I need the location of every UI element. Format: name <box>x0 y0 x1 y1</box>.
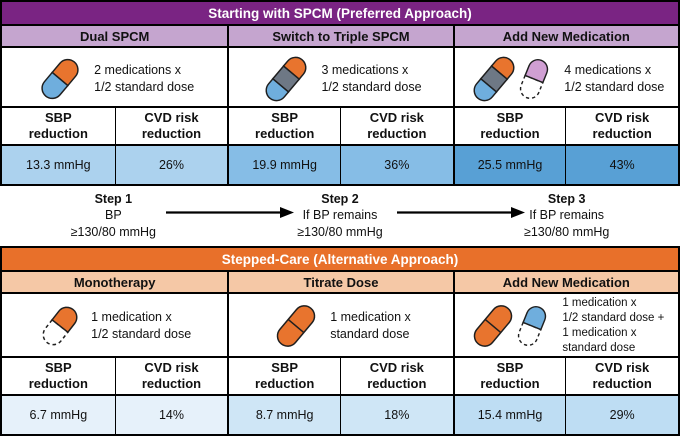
monotherapy-cell: 1 medication x 1/2 standard dose <box>2 294 227 358</box>
steps-band: Step 1 BP ≥130/80 mmHg Step 2 If BP rema… <box>0 186 680 246</box>
column-title-dual-spcm: Dual SPCM <box>79 28 150 44</box>
add-new-medication-top-cell: 4 medications x 1/2 standard dose <box>452 48 678 110</box>
cvd-risk-reduction-header: CVD risk reduction <box>565 108 678 144</box>
dual-cvd-value: 26% <box>114 146 228 184</box>
step-3-body: If BP remains ≥130/80 mmHg <box>523 208 610 239</box>
combo-pill-group <box>468 297 553 355</box>
stepped-care-subheader-row: Monotherapy Titrate Dose Add New Medicat… <box>2 272 678 294</box>
full-dose-pill-icon <box>474 305 513 347</box>
monotherapy-half-pill-icon <box>42 306 78 346</box>
titrate-cvd-value: 18% <box>339 396 453 434</box>
column-title-add-new-medication-bottom: Add New Medication <box>452 272 678 292</box>
step2-to-step3-arrow-icon <box>397 207 525 218</box>
sbp-reduction-header: SBP reduction <box>227 358 340 394</box>
addnew-top-cvd-value: 43% <box>565 146 678 184</box>
sbp-reduction-header: SBP reduction <box>227 108 340 144</box>
addnew-top-sbp-value: 25.5 mmHg <box>452 146 566 184</box>
dual-spcm-dose-text: 2 medications x 1/2 standard dose <box>94 63 195 94</box>
dual-sbp-value: 13.3 mmHg <box>2 146 115 184</box>
step1-to-step2-arrow-icon <box>166 207 294 218</box>
step-1-title: Step 1 <box>94 192 133 206</box>
preferred-values-row: 13.3 mmHg 26% 19.9 mmHg 36% 25.5 mmHg 43… <box>2 146 678 184</box>
monotherapy-dose-text: 1 medication x 1/2 standard dose <box>91 310 192 341</box>
titrate-sbp-value: 8.7 mmHg <box>227 396 340 434</box>
pink-half-dose-pill-icon <box>520 59 549 99</box>
monotherapy-cvd-value: 14% <box>114 396 228 434</box>
step-3-title: Step 3 <box>547 192 586 206</box>
triple-spcm-pill-icon <box>473 56 515 102</box>
addnew-bottom-sbp-value: 15.4 mmHg <box>452 396 566 434</box>
addnew-bottom-cvd-value: 29% <box>565 396 678 434</box>
quad-combo-pill-group <box>468 50 555 108</box>
titrate-dose-text: 1 medication x standard dose <box>330 310 411 341</box>
step-2-body: If BP remains ≥130/80 mmHg <box>297 208 383 239</box>
sbp-reduction-header: SBP reduction <box>452 108 566 144</box>
triple-spcm-cell: 3 medications x 1/2 standard dose <box>227 48 452 110</box>
column-title-monotherapy: Monotherapy <box>73 274 156 290</box>
preferred-metric-header-row: SBP reduction CVD risk reduction SBP red… <box>2 108 678 146</box>
preferred-approach-table: Starting with SPCM (Preferred Approach) … <box>0 0 680 186</box>
preferred-approach-title: Starting with SPCM (Preferred Approach) <box>2 2 678 26</box>
triple-sbp-value: 19.9 mmHg <box>227 146 340 184</box>
sbp-reduction-header: SBP reduction <box>452 358 566 394</box>
stepped-care-metric-header-row: SBP reduction CVD risk reduction SBP red… <box>2 358 678 396</box>
column-title-switch-triple-spcm: Switch to Triple SPCM <box>227 26 452 46</box>
cvd-risk-reduction-header: CVD risk reduction <box>114 108 228 144</box>
triple-spcm-pill-icon <box>265 56 307 102</box>
add-new-med-bottom-dose-text: 1 medication x 1/2 standard dose + 1 med… <box>562 297 665 354</box>
preferred-subheader-row: Dual SPCM Switch to Triple SPCM Add New … <box>2 26 678 48</box>
add-new-med-top-dose-text: 4 medications x 1/2 standard dose <box>564 63 665 94</box>
stepped-care-pill-row: 1 medication x 1/2 standard dose 1 medic… <box>2 294 678 358</box>
cvd-risk-reduction-header: CVD risk reduction <box>565 358 678 394</box>
step-1-body: BP ≥130/80 mmHg <box>70 208 157 239</box>
column-title-titrate-dose: Titrate Dose <box>227 272 452 292</box>
cvd-risk-reduction-header: CVD risk reduction <box>114 358 228 394</box>
triple-spcm-dose-text: 3 medications x 1/2 standard dose <box>321 63 422 94</box>
add-new-medication-bottom-cell: 1 medication x 1/2 standard dose + 1 med… <box>452 294 678 358</box>
preferred-pill-row: 2 medications x 1/2 standard dose 3 medi… <box>2 48 678 110</box>
step-2-title: Step 2 <box>321 192 359 206</box>
stepped-care-table: Stepped-Care (Alternative Approach) Mono… <box>0 246 680 436</box>
cvd-risk-reduction-header: CVD risk reduction <box>339 358 453 394</box>
stepped-care-title: Stepped-Care (Alternative Approach) <box>2 248 678 272</box>
dual-spcm-cell: 2 medications x 1/2 standard dose <box>2 48 227 110</box>
stepped-care-values-row: 6.7 mmHg 14% 8.7 mmHg 18% 15.4 mmHg 29% <box>2 396 678 434</box>
step-2: Step 2 If BP remains ≥130/80 mmHg <box>227 186 454 246</box>
sbp-reduction-header: SBP reduction <box>28 360 88 391</box>
titrate-dose-cell: 1 medication x standard dose <box>227 294 452 358</box>
monotherapy-sbp-value: 6.7 mmHg <box>2 396 115 434</box>
step-3: Step 3 If BP remains ≥130/80 mmHg <box>453 186 680 246</box>
dual-spcm-pill-icon <box>41 58 79 100</box>
sbp-reduction-header: SBP reduction <box>28 110 88 141</box>
triple-cvd-value: 36% <box>339 146 453 184</box>
column-title-add-new-medication-top: Add New Medication <box>452 26 678 46</box>
step-1: Step 1 BP ≥130/80 mmHg <box>0 186 227 246</box>
cvd-risk-reduction-header: CVD risk reduction <box>339 108 453 144</box>
full-dose-pill-icon <box>276 305 316 347</box>
blue-half-dose-pill-icon <box>518 305 547 346</box>
